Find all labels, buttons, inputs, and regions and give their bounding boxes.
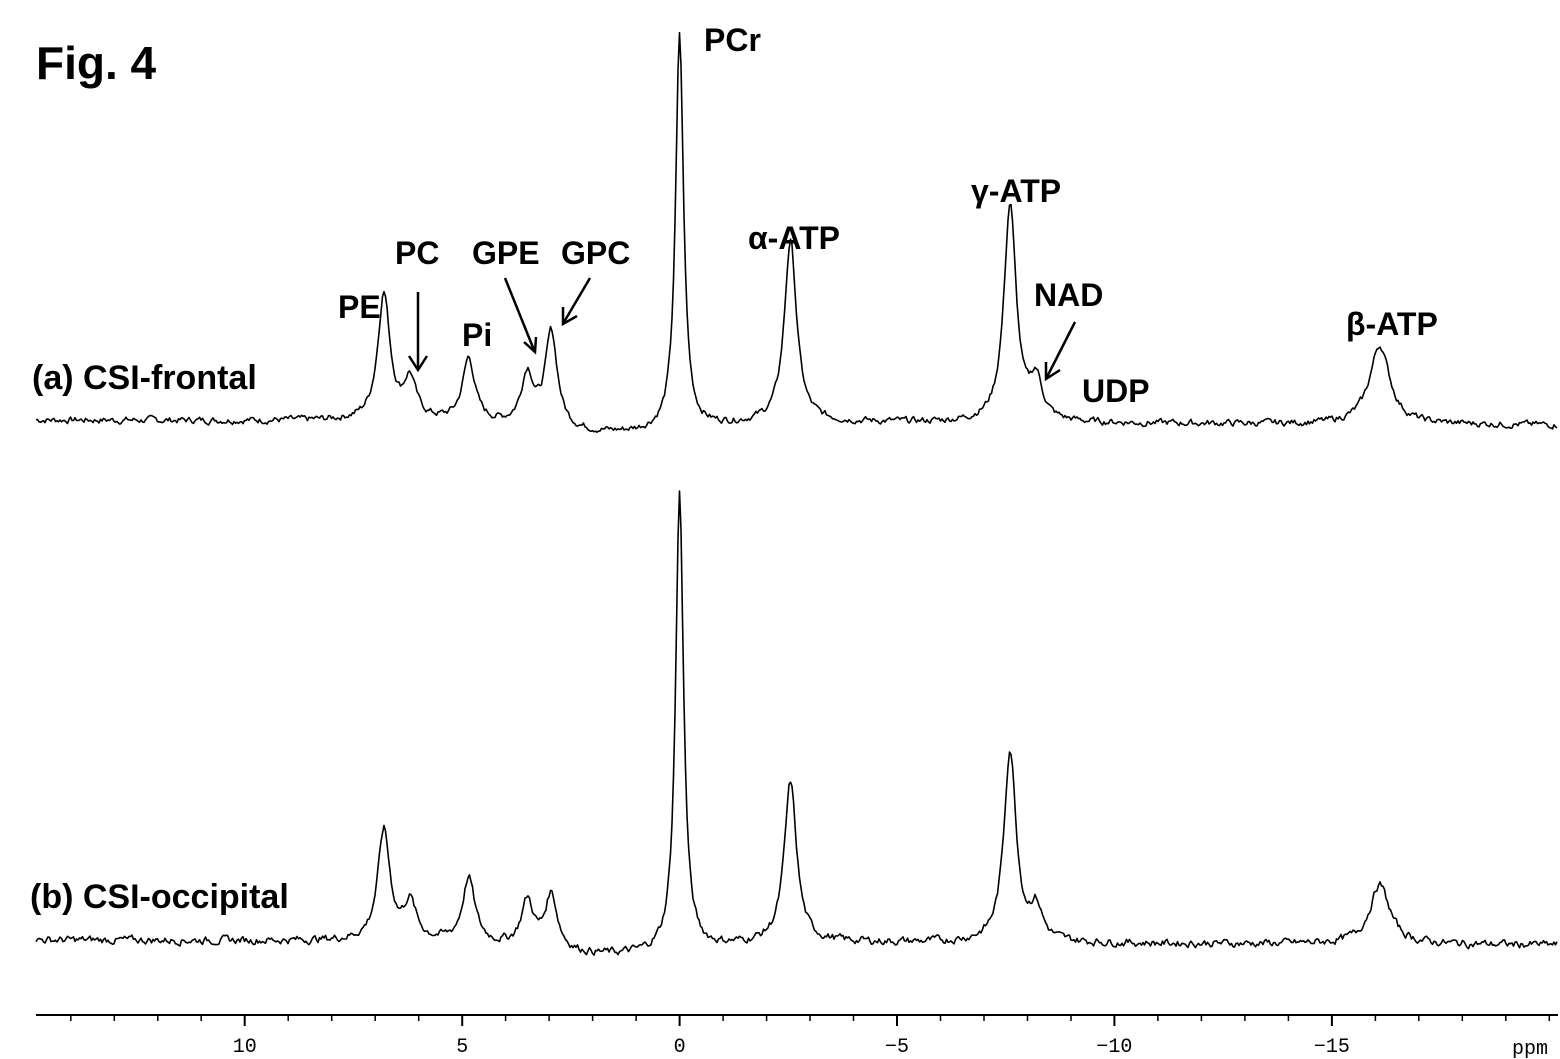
- peak-label-nad: NAD: [1034, 277, 1103, 313]
- arrow-nad: [1045, 321, 1077, 378]
- peak-label-beta-atp: β-ATP: [1346, 306, 1438, 342]
- x-axis-unit: ppm: [1512, 1038, 1548, 1059]
- peak-label-gpe: GPE: [472, 235, 540, 271]
- peak-label-pc: PC: [395, 235, 439, 271]
- peak-label-gamma-atp: γ-ATP: [971, 173, 1061, 209]
- series-label-frontal: (a) CSI-frontal: [32, 359, 257, 397]
- spectrum-traces: [35, 31, 1558, 956]
- x-tick-label: 10: [233, 1036, 257, 1059]
- arrow-gpe: [503, 277, 536, 351]
- figure-label: Fig. 4: [36, 37, 157, 89]
- arrowhead-nad: [1044, 362, 1061, 382]
- x-tick-label: 0: [674, 1036, 686, 1059]
- spectrum-trace-occipital: [35, 490, 1558, 956]
- x-tick-label: 5: [456, 1036, 468, 1059]
- x-tick-label: −15: [1314, 1036, 1350, 1059]
- peak-label-gpc: GPC: [561, 235, 630, 271]
- arrowhead-pc: [407, 355, 429, 373]
- arrowhead-gpe: [523, 336, 538, 355]
- arrowhead-gpc: [561, 307, 578, 327]
- peak-label-alpha-atp: α-ATP: [748, 220, 840, 256]
- peak-label-udp: UDP: [1082, 373, 1150, 409]
- x-tick-label: −5: [885, 1036, 909, 1059]
- peak-label-pi: Pi: [462, 317, 492, 353]
- x-axis-ticks: 10 5 0 −5 −10 −15: [70, 1015, 1551, 1059]
- arrow-gpc: [562, 277, 592, 323]
- x-tick-label: −10: [1096, 1036, 1132, 1059]
- series-label-occipital: (b) CSI-occipital: [30, 878, 289, 916]
- peak-label-pcr: PCr: [704, 22, 761, 58]
- peak-label-pe: PE: [338, 289, 381, 325]
- spectrum-trace-frontal: [35, 31, 1558, 433]
- annotation-arrows: [407, 277, 1077, 382]
